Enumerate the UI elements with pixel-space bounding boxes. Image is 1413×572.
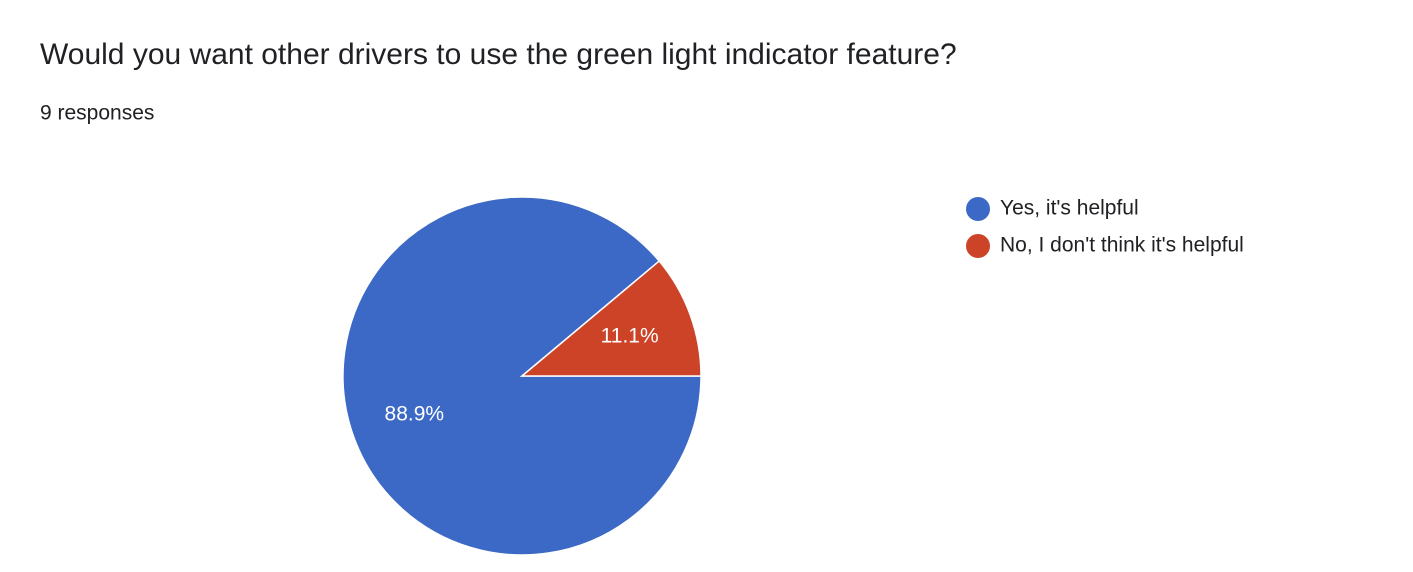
pie-slice [519,259,702,377]
chart-title: Would you want other drivers to use the … [40,38,957,71]
legend-label: No, I don't think it's helpful [1000,234,1244,257]
legend-swatch [966,234,990,258]
chart-subtitle: 9 responses [40,102,154,125]
pie-slice [342,196,702,556]
legend-swatch [966,197,990,221]
slice-label: 11.1% [601,324,659,347]
legend-label: Yes, it's helpful [1000,197,1139,220]
slice-label: 88.9% [385,403,445,426]
